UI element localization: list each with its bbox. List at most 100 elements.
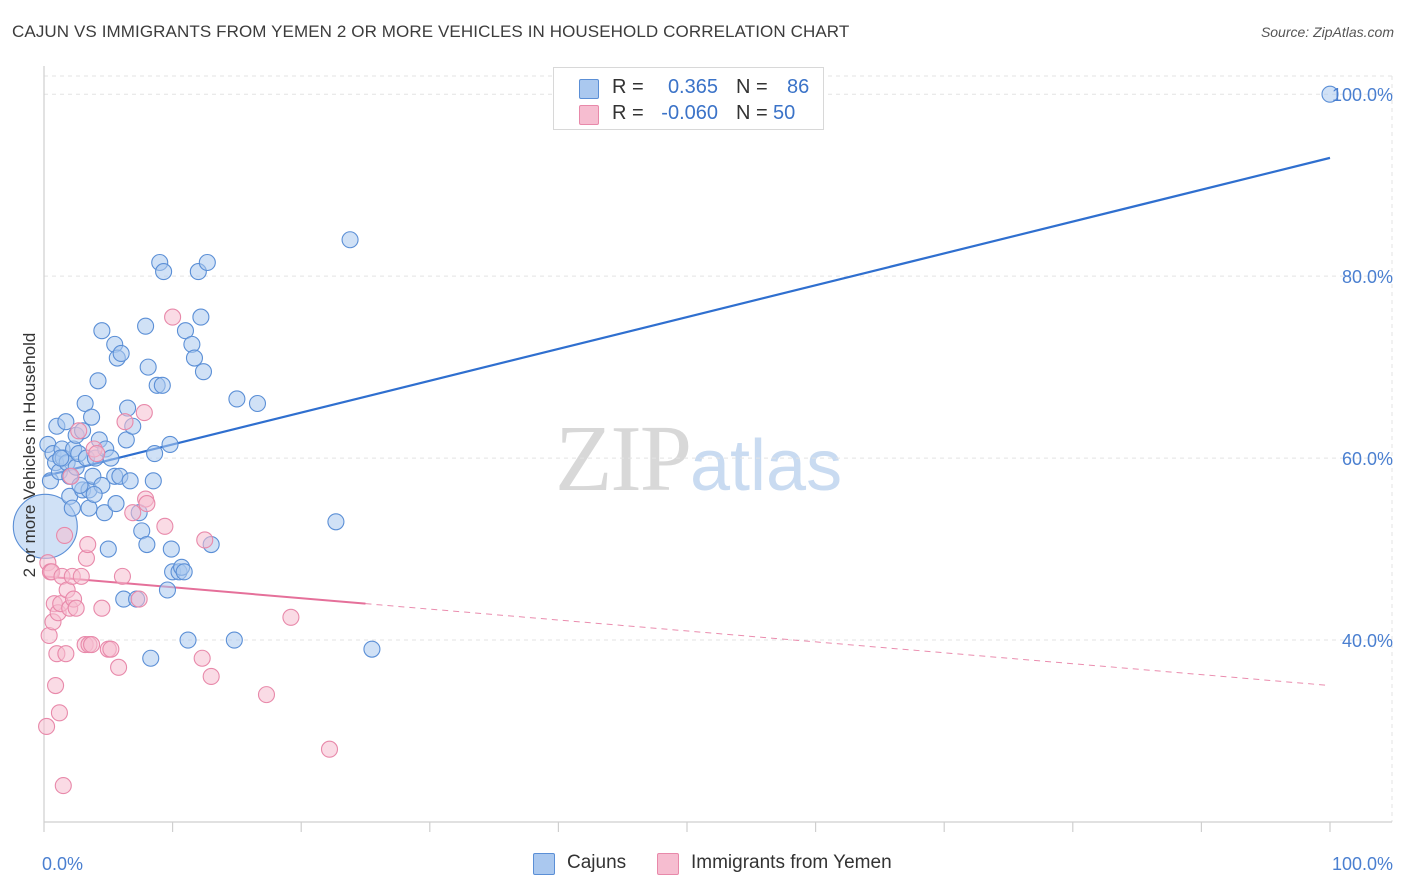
point-cajuns [63,499,81,517]
point-cajuns [327,513,345,531]
point-cajuns [57,413,75,431]
point-yemen [93,599,111,617]
point-yemen [83,636,101,654]
point-cajuns [155,263,173,281]
point-cajuns [179,631,197,649]
point-cajuns [146,444,164,463]
y-tick-label: 100.0% [1332,85,1393,105]
point-cajuns [198,253,216,272]
point-yemen [257,686,276,704]
point-cajuns [117,431,135,449]
point-cajuns [228,390,246,408]
point-yemen [72,567,90,585]
point-yemen [113,567,131,585]
point-yemen [116,413,134,431]
point-cajuns [76,394,94,413]
point-cajuns [176,322,195,340]
chart-title: CAJUN VS IMMIGRANTS FROM YEMEN 2 OR MORE… [12,22,850,41]
point-cajuns [153,376,171,394]
point-cajuns [85,485,103,504]
zipatlas-watermark: ZIPatlas [555,405,842,513]
point-cajuns [102,449,120,467]
trend-lines [43,156,1331,687]
legend-row-yemen: R = -0.060 N = 50 [554,102,823,128]
legend-r-label: R = [612,102,644,124]
cajuns-points [12,85,1339,667]
point-cajuns [363,640,381,658]
point-yemen [102,640,120,658]
point-cajuns [137,317,155,335]
point-cajuns [121,472,139,490]
y-tick-label: 60.0% [1342,449,1393,469]
y-tick-label: 40.0% [1342,631,1393,651]
gridlines [44,75,1393,822]
point-cajuns [144,472,162,490]
point-yemen [164,308,182,326]
point-cajuns [192,308,210,326]
legend-box: R = 0.365 N = 86 R = -0.060 N = 50 [553,67,824,130]
legend-row-cajuns: R = 0.365 N = 86 [554,76,823,102]
point-cajuns [158,581,177,599]
point-yemen [50,704,68,722]
point-cajuns [139,358,157,376]
point-yemen [124,504,142,522]
point-yemen [202,667,220,685]
point-yemen [47,676,65,695]
point-yemen [138,495,156,513]
point-cajuns [95,504,113,522]
legend-swatch-cajuns [579,79,599,99]
point-yemen [135,404,153,422]
yemen-points [38,308,339,795]
point-cajuns [162,540,180,558]
point-cajuns [107,495,125,513]
point-yemen [38,717,56,736]
legend-n-value-cajuns: 86 [787,76,810,98]
point-cajuns [185,349,204,367]
point-yemen [156,517,174,535]
point-cajuns [175,563,193,581]
y-tick-label: 80.0% [1342,267,1393,287]
point-cajuns [99,540,117,558]
watermark-zip: ZIP [555,407,692,511]
point-yemen [110,658,128,676]
bottom-legend-swatch-yemen [657,853,679,875]
tick-labels: 40.0% 60.0% 80.0% 100.0% 0.0% 100.0% [42,85,1393,874]
point-yemen [130,590,148,608]
point-yemen [79,535,97,554]
bottom-legend-swatch-cajuns [533,853,555,875]
x-tick-label: 100.0% [1332,854,1393,874]
legend-swatch-yemen [579,105,599,125]
legend-r-value-cajuns: 0.365 [667,76,718,98]
point-cajuns [138,535,156,554]
point-yemen [193,649,211,667]
point-cajuns [112,344,130,363]
bottom-legend-label-yemen: Immigrants from Yemen [691,852,892,873]
point-cajuns [52,449,70,467]
point-cajuns [83,408,101,426]
legend-r-value-yemen: -0.060 [661,102,718,124]
legend-n-label: N = [736,102,768,124]
trend-line-yemen-extension [365,603,1331,687]
legend-r-label: R = [612,76,644,98]
point-yemen [320,740,339,758]
point-cajuns [142,649,160,667]
x-tick-label: 0.0% [42,854,83,874]
point-yemen [56,526,74,544]
legend-n-label: N = [736,76,768,98]
axes [43,66,1392,832]
point-cajuns [93,322,111,340]
point-yemen [67,599,85,617]
point-yemen [62,467,80,485]
trend-line-cajuns [43,156,1331,478]
point-cajuns [225,631,243,649]
point-yemen [54,777,72,795]
point-yemen [57,645,75,663]
point-cajuns [341,231,359,249]
legend-n-value-yemen: 50 [773,102,796,124]
source-note: Source: ZipAtlas.com [1260,24,1394,40]
y-axis-label: 2 or more Vehicles in Household [20,333,39,578]
point-cajuns [1321,85,1339,103]
bottom-legend-label-cajuns: Cajuns [567,852,627,873]
point-cajuns [161,435,179,454]
